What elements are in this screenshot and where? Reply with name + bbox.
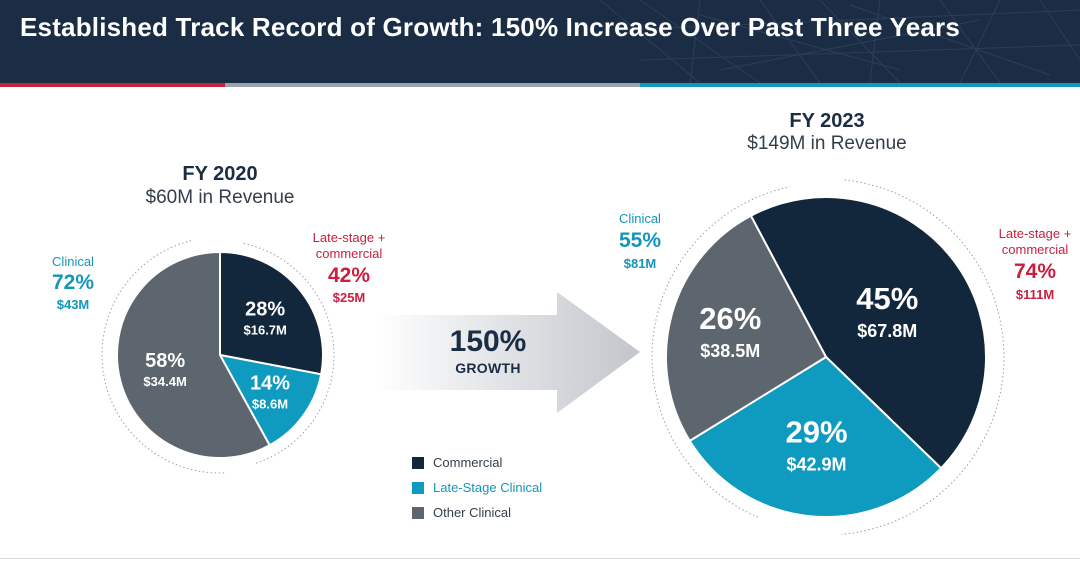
fy2023-clinical-pct: 55% [618,229,662,252]
fy2020-slice-late-stage-amount: $8.6M [252,396,288,411]
fy2023-title: FY 2023 [789,110,865,132]
accent-bar-grey [225,83,640,87]
fy2020-clinical-ring [101,240,225,474]
header-banner: Established Track Record of Growth: 150%… [0,0,1080,83]
fy2020-latestage-label-1: Late-stage + [312,230,386,245]
fy2020-subtitle: $60M in Revenue [145,187,295,208]
fy2023-slice-other-clinical-amount: $38.5M [700,341,760,361]
legend-label-commercial: Commercial [433,455,503,470]
fy2023-latestage-pct: 74% [1013,260,1057,283]
fy2023-slice-commercial [749,196,987,470]
fy2020-slice-commercial-amount: $16.7M [244,323,287,338]
fy2023-clinical-ring [651,186,790,518]
fy2020-slice-other-clinical-amount: $34.4M [143,374,186,389]
fy2023-latestage-ring [841,179,1005,535]
growth-pct: 150% [449,325,527,358]
fy2020-slice-commercial-pct: 28% [245,299,285,321]
legend: Commercial Late-Stage Clinical Other Cli… [412,450,542,525]
growth-label: GROWTH [455,360,521,376]
page-title: Established Track Record of Growth: 150%… [20,12,961,42]
accent-bar-red [0,83,225,87]
fy2020-clinical-amount: $43M [56,297,90,312]
legend-swatch-late-stage [412,481,424,494]
network-background [599,0,1080,83]
fy2023-clinical-amount: $81M [623,256,657,271]
fy2023-latestage-amount: $111M [1015,287,1055,302]
legend-label-late-stage: Late-Stage Clinical [433,480,543,495]
fy2020-slice-other-clinical-pct: 58% [145,350,185,372]
legend-label-other-clinical: Other Clinical [433,505,512,520]
fy2020-clinical-label: Clinical [52,254,94,269]
fy2023-pie: 45% $67.8M 29% $42.9M 26% $38.5M [665,196,987,518]
fy2023-slice-late-stage [688,355,943,518]
fy2023-latestage-label-1: Late-stage + [998,226,1072,241]
fy2023-slice-commercial-pct: 45% [856,281,918,316]
fy2023-latestage-label-2: commercial [1001,242,1069,257]
fy2023-slice-late-stage-pct: 29% [785,415,847,450]
fy2020-latestage-ring [243,243,335,464]
legend-item-other-clinical: Other Clinical [412,500,542,525]
fy2023-slice-commercial-amount: $67.8M [857,321,917,341]
fy2020-latestage-label-2: commercial [315,246,383,261]
fy2020-slice-other-clinical [116,250,271,459]
fy2023-slice-other-clinical-pct: 26% [699,301,761,336]
fy2020-slice-late-stage [218,353,323,447]
growth-arrow [375,292,640,413]
legend-item-commercial: Commercial [412,450,542,475]
growth-arrow-shape [375,292,640,413]
legend-swatch-commercial [412,456,424,469]
fy2020-slice-late-stage-pct: 14% [250,372,290,394]
fy2020-slice-commercial [219,250,324,376]
fy2020-title: FY 2020 [182,163,258,185]
fy2020-latestage-pct: 42% [327,264,371,287]
fy2020-pie: 28% $16.7M 14% $8.6M 58% $34.4M [116,250,324,459]
footer-divider [0,558,1080,559]
accent-bar-teal [640,83,1080,87]
fy2023-slice-late-stage-amount: $42.9M [786,455,846,475]
fy2023-subtitle: $149M in Revenue [747,133,907,154]
legend-swatch-other-clinical [412,506,424,519]
fy2020-clinical-pct: 72% [51,271,95,294]
fy2023-slice-other-clinical [665,214,828,443]
fy2023-clinical-label: Clinical [619,211,661,226]
fy2020-latestage-amount: $25M [332,290,366,305]
legend-item-late-stage: Late-Stage Clinical [412,475,542,500]
